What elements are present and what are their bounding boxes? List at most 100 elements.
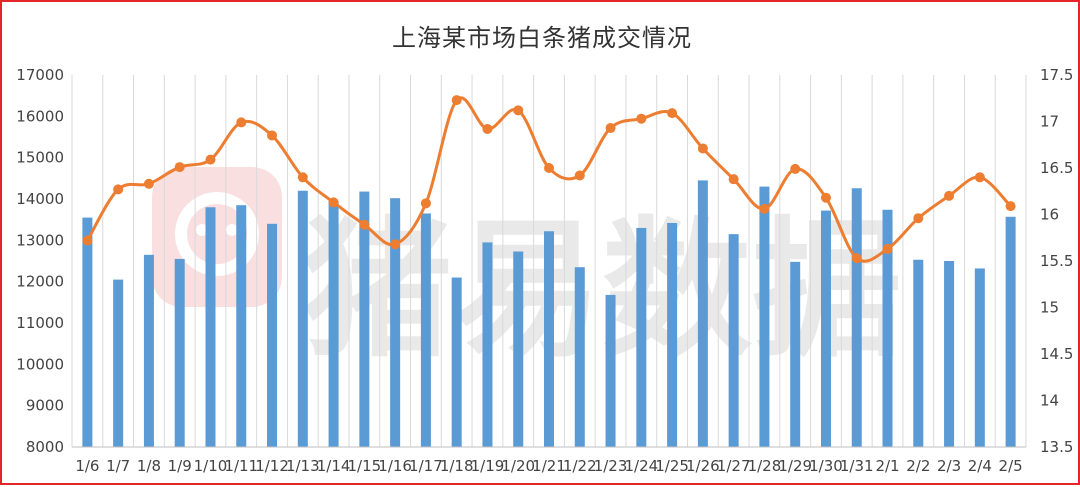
price-point xyxy=(605,123,616,134)
x-tick-label: 1/21 xyxy=(532,457,566,475)
volume-bar xyxy=(451,277,462,447)
x-tick-label: 1/19 xyxy=(471,457,505,475)
volume-bar xyxy=(359,191,370,447)
y-left-tick-label: 12000 xyxy=(16,273,64,291)
price-point xyxy=(820,192,831,203)
y-right-tick-label: 14 xyxy=(1040,392,1059,410)
x-tick-label: 1/25 xyxy=(655,457,689,475)
y-right-tick-label: 16.5 xyxy=(1040,159,1073,177)
y-right-tick-label: 16 xyxy=(1040,206,1059,224)
volume-bar xyxy=(944,261,955,447)
x-tick-label: 1/11 xyxy=(224,457,258,475)
price-point xyxy=(174,162,185,173)
x-tick-label: 1/9 xyxy=(168,457,192,475)
price-point xyxy=(697,143,708,154)
volume-bar xyxy=(390,198,401,447)
y-left-tick-label: 8000 xyxy=(26,438,64,456)
y-right-tick-label: 17 xyxy=(1040,113,1059,131)
price-point xyxy=(420,198,431,209)
volume-bar xyxy=(790,261,801,447)
price-point xyxy=(944,190,955,201)
y-left-tick-label: 10000 xyxy=(16,355,64,373)
price-point xyxy=(205,154,216,165)
volume-bar xyxy=(297,190,308,447)
volume-bar xyxy=(882,209,893,447)
volume-bar xyxy=(205,207,216,447)
volume-bar xyxy=(82,217,93,447)
x-tick-label: 2/2 xyxy=(906,457,930,475)
x-tick-label: 1/22 xyxy=(563,457,597,475)
x-tick-label: 1/7 xyxy=(106,457,130,475)
x-tick-label: 1/16 xyxy=(378,457,412,475)
x-tick-label: 1/27 xyxy=(717,457,751,475)
x-tick-label: 1/29 xyxy=(778,457,812,475)
y-left-tick-label: 9000 xyxy=(26,397,64,415)
y-right-tick-label: 17.5 xyxy=(1040,66,1073,84)
y-right-tick-label: 15 xyxy=(1040,299,1059,317)
price-point xyxy=(513,105,524,116)
price-point xyxy=(574,170,585,181)
watermark-text: 猪易数据 xyxy=(302,204,902,378)
x-tick-label: 1/17 xyxy=(409,457,443,475)
volume-bar xyxy=(728,234,739,447)
x-tick-label: 1/26 xyxy=(686,457,720,475)
volume-bar xyxy=(820,210,831,447)
volume-bar xyxy=(236,205,247,447)
x-tick-label: 1/31 xyxy=(840,457,874,475)
y-left-tick-label: 17000 xyxy=(16,66,64,84)
y-left-tick-label: 13000 xyxy=(16,231,64,249)
price-point xyxy=(974,172,985,183)
x-tick-label: 1/14 xyxy=(317,457,351,475)
watermark: 猪易数据 xyxy=(152,167,902,378)
price-point xyxy=(236,117,247,128)
y-left-tick-label: 11000 xyxy=(16,314,64,332)
volume-bar xyxy=(636,227,647,447)
price-point xyxy=(728,174,739,185)
x-tick-label: 1/30 xyxy=(809,457,843,475)
y-right-tick-label: 15.5 xyxy=(1040,252,1073,270)
volume-bar xyxy=(174,258,185,447)
volume-bar xyxy=(605,294,616,447)
x-tick-label: 1/10 xyxy=(194,457,228,475)
x-tick-label: 1/8 xyxy=(137,457,161,475)
volume-bar xyxy=(667,222,678,447)
volume-bar xyxy=(697,180,708,447)
price-point xyxy=(297,172,308,183)
x-tick-label: 1/23 xyxy=(594,457,628,475)
y-left-tick-label: 14000 xyxy=(16,190,64,208)
chart-title: 上海某市场白条猪成交情况 xyxy=(392,24,692,52)
x-tick-label: 1/28 xyxy=(748,457,782,475)
price-point xyxy=(882,243,893,254)
x-tick-label: 1/15 xyxy=(348,457,382,475)
price-point xyxy=(143,178,154,189)
price-point xyxy=(790,163,801,174)
volume-bar xyxy=(974,268,985,447)
volume-bar xyxy=(513,251,524,447)
price-point xyxy=(82,235,93,246)
volume-bar xyxy=(113,279,124,447)
price-point xyxy=(451,95,462,106)
x-tick-label: 1/12 xyxy=(255,457,289,475)
price-point xyxy=(390,239,401,250)
x-tick-label: 1/13 xyxy=(286,457,320,475)
x-tick-label: 1/20 xyxy=(501,457,535,475)
price-point xyxy=(113,184,124,195)
x-tick-label: 2/1 xyxy=(875,457,899,475)
pig-logo-icon xyxy=(152,167,282,307)
price-point xyxy=(759,203,770,214)
price-point xyxy=(851,253,862,264)
x-tick-label: 2/5 xyxy=(999,457,1023,475)
volume-bar xyxy=(328,201,339,447)
volume-bar xyxy=(759,186,770,447)
price-point xyxy=(1005,201,1016,212)
price-point xyxy=(482,123,493,134)
volume-bar xyxy=(267,223,278,447)
price-point xyxy=(267,130,278,141)
y-left-tick-label: 16000 xyxy=(16,107,64,125)
price-point xyxy=(544,163,554,173)
x-tick-label: 1/6 xyxy=(75,457,99,475)
price-point xyxy=(328,197,339,208)
x-tick-label: 2/4 xyxy=(968,457,992,475)
